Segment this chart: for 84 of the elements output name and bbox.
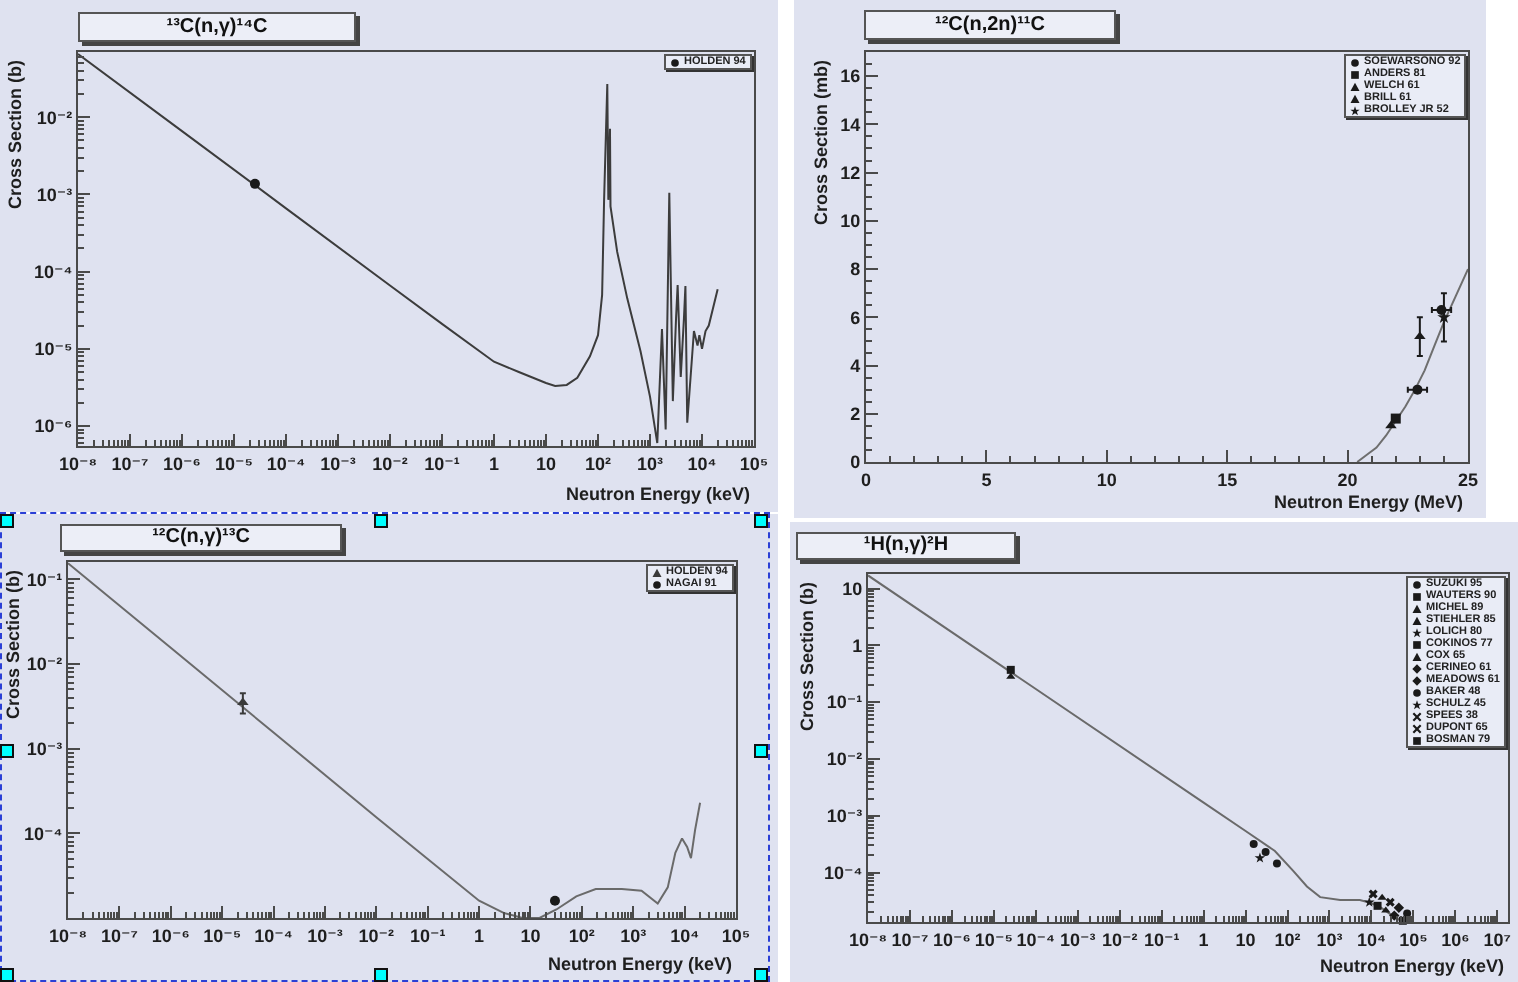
y-tick-label: 16: [840, 66, 861, 87]
y-tick-label: 10⁻³: [26, 738, 63, 759]
y-tick-label: 10⁻⁵: [34, 339, 73, 360]
y-tick-label: 4: [850, 355, 861, 376]
x-tick-label: 10⁻³: [307, 925, 343, 946]
x-tick-label: 10⁻⁵: [974, 929, 1013, 950]
x-tick-label: 10⁻⁸: [58, 453, 98, 474]
y-tick-label: 2: [850, 404, 861, 425]
y-tick-label: 6: [850, 307, 861, 328]
y-tick-label: 10⁻¹: [826, 692, 863, 713]
x-tick-label: 10⁷: [1483, 929, 1512, 950]
x-tick-label: 10³: [620, 925, 647, 946]
x-tick-label: 10⁵: [1399, 929, 1428, 950]
x-tick-label: 10²: [568, 925, 595, 946]
y-tick-label: 10⁻⁴: [23, 823, 63, 844]
x-tick-label: 10: [535, 453, 557, 474]
x-tick-label: 10⁵: [739, 453, 769, 474]
y-axis-title: Cross Section (mb): [811, 59, 831, 225]
x-tick-label: 15: [1217, 469, 1238, 490]
x-tick-label: 10⁻²: [1101, 929, 1138, 950]
x-tick-label: 1: [488, 453, 500, 474]
y-tick-label: 10: [840, 211, 861, 232]
x-tick-label: 10⁴: [1356, 929, 1386, 950]
x-tick-label: 10²: [584, 453, 612, 474]
x-tick-label: 10³: [636, 453, 664, 474]
x-tick-label: 10⁻⁴: [266, 453, 306, 474]
y-tick-label: 10⁻²: [26, 654, 63, 675]
x-tick-label: 10⁻⁷: [111, 453, 150, 474]
x-axis-title: Neutron Energy (keV): [566, 484, 751, 504]
x-tick-label: 10²: [1274, 929, 1301, 950]
x-tick-label: 20: [1337, 469, 1358, 490]
chart-title: ¹²C(n,γ)¹³C: [60, 524, 342, 552]
x-tick-label: 10⁻¹: [424, 453, 460, 474]
x-tick-label: 10³: [1316, 929, 1343, 950]
x-tick-label: 10⁻⁵: [203, 925, 242, 946]
y-tick-label: 1: [852, 635, 863, 656]
x-tick-label: 10⁻⁶: [163, 453, 201, 474]
y-tick-label: 10: [842, 578, 863, 599]
x-axis-title: Neutron Energy (MeV): [1274, 492, 1464, 512]
y-tick-label: 10⁻²: [36, 107, 73, 128]
x-tick-label: 10⁻¹: [1143, 929, 1180, 950]
x-tick-label: 10⁻³: [320, 453, 356, 474]
x-tick-label: 1: [474, 925, 485, 946]
x-tick-label: 10⁻⁷: [100, 925, 139, 946]
y-tick-label: 8: [850, 259, 861, 280]
x-tick-label: 10: [1235, 929, 1256, 950]
x-tick-label: 10⁶: [1441, 929, 1470, 950]
x-tick-label: 10⁻²: [358, 925, 395, 946]
x-tick-label: 10⁻⁴: [254, 925, 293, 946]
x-tick-label: 10⁻²: [372, 453, 408, 474]
x-tick-label: 10⁵: [721, 925, 751, 946]
chart-title: ¹H(n,γ)²H: [796, 532, 1016, 560]
y-tick-label: 14: [840, 114, 861, 135]
x-tick-label: 10⁻¹: [409, 925, 446, 946]
chart-title: ¹³C(n,γ)¹⁴C: [78, 12, 356, 42]
x-tick-label: 10⁻⁷: [891, 929, 929, 950]
x-axis-title: Neutron Energy (keV): [548, 954, 733, 974]
chart-title: ¹²C(n,2n)¹¹C: [864, 10, 1116, 40]
y-tick-label: 10⁻³: [826, 806, 863, 827]
x-tick-label: 10⁻⁴: [1016, 929, 1056, 950]
x-tick-label: 10⁻⁶: [151, 925, 190, 946]
x-tick-label: 1: [1198, 929, 1209, 950]
x-tick-label: 10: [520, 925, 541, 946]
y-tick-label: 10⁻⁶: [34, 416, 73, 437]
y-tick-label: 10⁻¹: [26, 569, 63, 590]
y-axis-title: Cross Section (b): [5, 59, 25, 209]
y-tick-label: 10⁻²: [826, 749, 863, 770]
y-tick-label: 10⁻⁴: [33, 261, 73, 282]
x-tick-label: 10⁻³: [1059, 929, 1096, 950]
x-tick-label: 5: [981, 469, 992, 490]
x-axis-title: Neutron Energy (keV): [1320, 956, 1505, 976]
x-tick-label: 10⁴: [670, 925, 700, 946]
x-tick-label: 10⁻⁸: [48, 925, 88, 946]
y-axis-title: Cross Section (b): [797, 581, 817, 731]
x-tick-label: 10: [1096, 469, 1117, 490]
x-tick-label: 25: [1457, 469, 1479, 490]
y-tick-label: 10⁻⁴: [823, 862, 863, 883]
y-tick-label: 12: [840, 162, 861, 183]
y-axis-title: Cross Section (b): [3, 569, 23, 719]
x-tick-label: 10⁻⁵: [215, 453, 253, 474]
y-tick-label: 10⁻³: [36, 184, 73, 205]
x-tick-label: 10⁴: [687, 453, 717, 474]
x-tick-label: 10⁻⁸: [848, 929, 888, 950]
x-tick-label: 10⁻⁶: [932, 929, 971, 950]
